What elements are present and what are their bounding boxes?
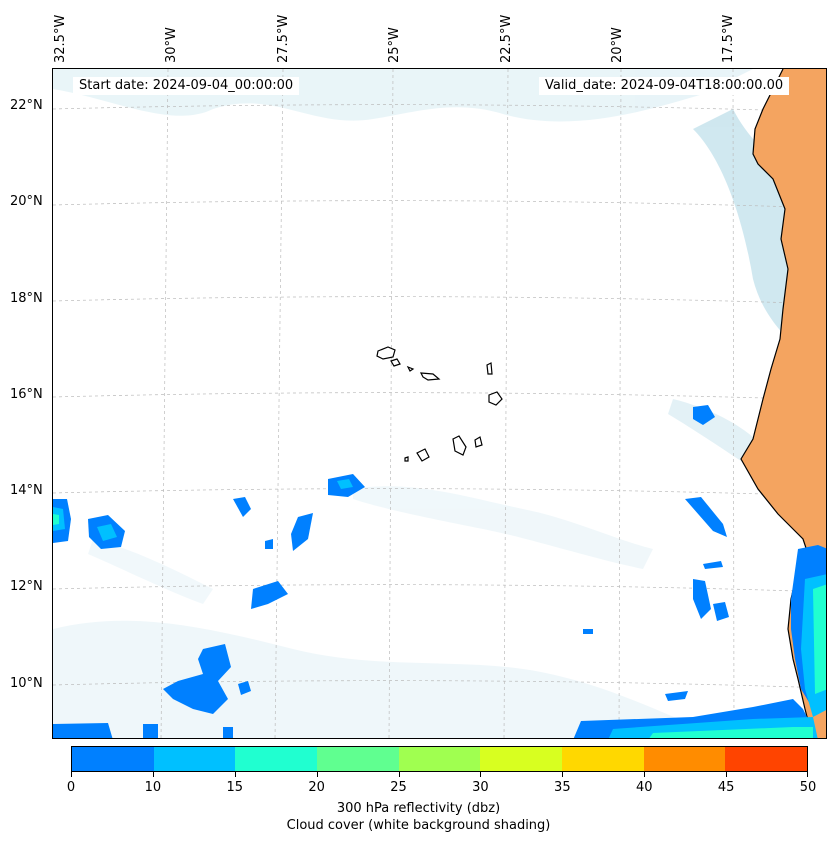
echo-core [53,514,59,525]
island [419,372,441,381]
lat-label: 16°N [10,387,43,402]
echo-cell [583,629,593,634]
colorbar-tick [234,772,236,777]
colorbar-tick-label: 15 [226,780,244,795]
island [488,391,503,406]
echo-cell [53,723,113,738]
colorbar-tick-label: 10 [144,780,162,795]
colorbar-tick [71,772,72,777]
lat-label: 14°N [10,483,43,498]
echo-core [813,584,826,694]
colorbar-tick-label: 50 [799,780,817,795]
cloud-band [353,486,653,569]
colorbar-tick [726,772,728,777]
island [474,436,483,448]
echo-cell [703,561,723,569]
colorbar-segment [562,747,644,771]
colorbar-tick-label: 35 [554,780,571,795]
gridlines [53,69,826,738]
lat-label: 20°N [10,194,43,209]
colorbar-segment [643,747,726,771]
lon-label: 32.5°W [53,14,68,63]
lat-label: 12°N [10,579,43,594]
colorbar-tick [480,772,482,777]
colorbar [71,746,808,772]
colorbar-segment [72,747,154,771]
echo-cell [693,579,711,619]
colorbar-tick-label: 20 [308,780,325,795]
island [452,435,467,456]
colorbar-tick [316,772,318,777]
island [406,365,415,372]
colorbar-segment [317,747,399,771]
colorbar-tick-label: 0 [66,780,76,795]
map-panel [52,68,827,739]
echo-cell [265,539,273,549]
echo-core [97,524,117,541]
lon-label: 17.5°W [721,14,736,63]
coastline [740,69,814,738]
echo-cell [291,513,313,551]
cape-verde-islands [376,346,503,462]
lon-label: 25°W [387,27,402,63]
colorbar-tick [807,772,808,777]
lon-label: 20°W [610,27,625,63]
echo-cell [233,497,251,517]
start-date-label: Start date: 2024-09-04_00:00:00 [73,77,300,95]
colorbar-segment [480,747,563,771]
colorbar-tick-label: 45 [717,780,735,795]
echo-cell [238,681,251,695]
colorbar-tick [398,772,400,777]
colorbar-label: 300 hPa reflectivity (dbz) [336,801,501,816]
colorbar-tick-label: 25 [390,780,407,795]
lat-label: 22°N [10,98,43,113]
colorbar-tick-label: 30 [472,780,489,795]
echo-cell [143,724,158,738]
island [404,456,409,462]
echo-cell [685,497,727,537]
colorbar-tick [644,772,646,777]
valid-date-label: Valid_date: 2024-09-04T18:00:00.00 [539,77,790,95]
island [390,358,401,367]
echo-core [649,727,813,738]
island [416,448,430,462]
reflectivity-areas-core [53,514,826,738]
island [376,346,396,360]
echo-core [337,479,353,489]
colorbar-segment [153,747,236,771]
echo-cell [713,602,729,621]
echo-cell [251,581,288,609]
colorbar-segment [235,747,318,771]
colorbar-tick [152,772,154,777]
echo-cell [693,405,715,425]
colorbar-segment [398,747,481,771]
lat-label: 18°N [10,291,43,306]
map-canvas [53,69,826,738]
colorbar-segment [725,747,808,771]
colorbar-sublabel: Cloud cover (white background shading) [286,818,551,833]
lon-label: 30°W [164,27,179,63]
lat-label: 10°N [10,676,43,691]
echo-cell [223,727,233,738]
colorbar-tick [562,772,564,777]
lon-label: 22.5°W [499,14,514,63]
echo-cell [665,691,688,701]
echo-cell [163,644,231,714]
lon-label: 27.5°W [276,14,291,63]
island [486,362,493,375]
colorbar-tick-label: 40 [635,780,653,795]
cloud-cover-shading [53,69,826,738]
cloud-band [88,539,213,604]
